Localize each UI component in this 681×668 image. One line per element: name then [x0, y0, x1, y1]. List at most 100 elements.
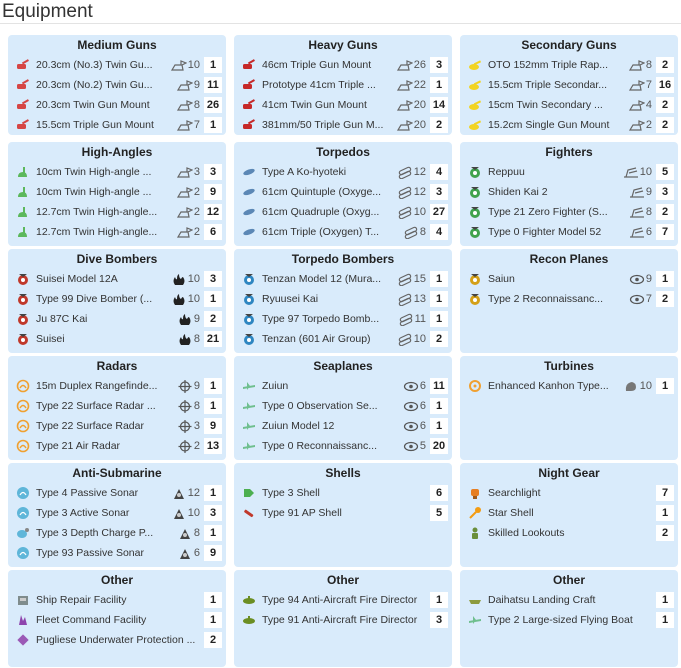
anti-submarine-icon: [177, 527, 193, 540]
panel-fighters: Fighters Reppuu 10 5 Shiden Kai 2 9 3 Type 21 Z…: [460, 142, 678, 246]
equipment-row[interactable]: Type 99 Dive Bomber (... 10 1: [8, 289, 226, 309]
stat-value: 10: [187, 273, 200, 285]
equipment-row[interactable]: 20.3cm (No.3) Twin Gu... 10 1: [8, 55, 226, 75]
equipment-row[interactable]: 61cm Quadruple (Oxyg... 10 27: [234, 202, 452, 222]
stat-value: 20: [413, 119, 426, 131]
equipment-stat: 12: [171, 487, 200, 500]
equipment-row[interactable]: 61cm Quintuple (Oxyge... 12 3: [234, 182, 452, 202]
equipment-row[interactable]: Ju 87C Kai 9 2: [8, 309, 226, 329]
anti-submarine-icon: [177, 547, 193, 560]
stat-value: 12: [413, 166, 426, 178]
equipment-row[interactable]: Searchlight 7: [460, 483, 678, 503]
equipment-row[interactable]: Type 2 Reconnaissanc... 7 2: [460, 289, 678, 309]
equipment-row[interactable]: 15.2cm Single Gun Mount 2 2: [460, 115, 678, 135]
equipment-row[interactable]: Type 4 Passive Sonar 12 1: [8, 483, 226, 503]
anti-air-icon: [623, 166, 639, 179]
equipment-row[interactable]: 15.5cm Triple Gun Mount 7 1: [8, 115, 226, 135]
equipment-row[interactable]: Type 0 Observation Se... 6 1: [234, 396, 452, 416]
equipment-row[interactable]: 10cm Twin High-angle ... 3 3: [8, 162, 226, 182]
equipment-row[interactable]: Star Shell 1: [460, 503, 678, 523]
equipment-row[interactable]: 41cm Twin Gun Mount 20 14: [234, 95, 452, 115]
equipment-row[interactable]: 15m Duplex Rangefinde... 9 1: [8, 376, 226, 396]
equipment-row[interactable]: Type A Ko-hyoteki 12 4: [234, 162, 452, 182]
equipment-row[interactable]: Suisei Model 12A 10 3: [8, 269, 226, 289]
torpedo-stat-icon: [397, 333, 413, 346]
dive-bomber-icon: [16, 292, 30, 306]
equipment-stat: 10: [171, 273, 200, 286]
equipment-name: Ju 87C Kai: [36, 313, 88, 325]
equipment-row[interactable]: Suisei 8 21: [8, 329, 226, 349]
line-of-sight-icon: [403, 380, 419, 393]
equipment-row[interactable]: Type 22 Surface Radar 3 9: [8, 416, 226, 436]
bombing-icon: [177, 333, 193, 346]
equipment-row[interactable]: Type 94 Anti-Aircraft Fire Director 1: [234, 590, 452, 610]
equipment-row[interactable]: Type 21 Zero Fighter (S... 8 2: [460, 202, 678, 222]
equipment-row[interactable]: Ryuusei Kai 13 1: [234, 289, 452, 309]
equipment-name: 20.3cm Twin Gun Mount: [36, 99, 150, 111]
equipment-row[interactable]: 20.3cm Twin Gun Mount 8 26: [8, 95, 226, 115]
medium-gun-icon: [16, 118, 30, 132]
equipment-row[interactable]: Type 0 Reconnaissanc... 5 20: [234, 436, 452, 456]
equipment-row[interactable]: Saiun 9 1: [460, 269, 678, 289]
equipment-row[interactable]: Enhanced Kanhon Type... 10 1: [460, 376, 678, 396]
equipment-name: 10cm Twin High-angle ...: [36, 186, 152, 198]
equipment-name: Pugliese Underwater Protection ...: [36, 634, 196, 646]
equipment-row[interactable]: Ship Repair Facility 1: [8, 590, 226, 610]
secondary-gun-icon: [468, 118, 482, 132]
stat-value: 6: [419, 380, 426, 392]
equipment-row[interactable]: 46cm Triple Gun Mount 26 3: [234, 55, 452, 75]
equipment-row[interactable]: Skilled Lookouts 2: [460, 523, 678, 543]
panel-title: Radars: [96, 359, 138, 373]
equipment-name: Type 2 Large-sized Flying Boat: [488, 614, 633, 626]
turbine-icon: [468, 379, 482, 393]
equipment-row[interactable]: Zuiun 6 11: [234, 376, 452, 396]
equipment-row[interactable]: 12.7cm Twin High-angle... 2 12: [8, 202, 226, 222]
equipment-count: 2: [656, 525, 674, 541]
equipment-count: 1: [430, 311, 448, 327]
panel-torpedos: Torpedos Type A Ko-hyoteki 12 4 61cm Quintup…: [234, 142, 452, 246]
equipment-count: 5: [656, 164, 674, 180]
equipment-row[interactable]: Prototype 41cm Triple ... 22 1: [234, 75, 452, 95]
equipment-row[interactable]: Type 0 Fighter Model 52 6 7: [460, 222, 678, 242]
equipment-row[interactable]: Type 3 Shell 6: [234, 483, 452, 503]
equipment-row[interactable]: 12.7cm Twin High-angle... 2 6: [8, 222, 226, 242]
equipment-row[interactable]: Type 93 Passive Sonar 6 9: [8, 543, 226, 563]
equipment-row[interactable]: Type 21 Air Radar 2 13: [8, 436, 226, 456]
equipment-row[interactable]: Pugliese Underwater Protection ... 2: [8, 630, 226, 650]
equipment-row[interactable]: Type 3 Depth Charge P... 8 1: [8, 523, 226, 543]
equipment-row[interactable]: 20.3cm (No.2) Twin Gu... 9 11: [8, 75, 226, 95]
stat-value: 9: [193, 79, 200, 91]
equipment-row[interactable]: Type 3 Active Sonar 10 3: [8, 503, 226, 523]
equipment-row[interactable]: 15cm Twin Secondary ... 4 2: [460, 95, 678, 115]
equipment-stat: 3: [176, 166, 200, 179]
equipment-row[interactable]: OTO 152mm Triple Rap... 8 2: [460, 55, 678, 75]
equipment-name: Fleet Command Facility: [36, 614, 147, 626]
equipment-row[interactable]: 61cm Triple (Oxygen) T... 8 4: [234, 222, 452, 242]
evasion-icon: [623, 380, 639, 393]
equipment-row[interactable]: Zuiun Model 12 6 1: [234, 416, 452, 436]
equipment-row[interactable]: Type 91 Anti-Aircraft Fire Director 3: [234, 610, 452, 630]
flying-boat-icon: [468, 613, 482, 627]
equipment-name: Ship Repair Facility: [36, 594, 127, 606]
equipment-row[interactable]: Reppuu 10 5: [460, 162, 678, 182]
stat-value: 10: [413, 333, 426, 345]
equipment-row[interactable]: Type 91 AP Shell 5: [234, 503, 452, 523]
bombing-icon: [171, 273, 187, 286]
equipment-row[interactable]: 10cm Twin High-angle ... 2 9: [8, 182, 226, 202]
equipment-stat: 13: [397, 293, 426, 306]
equipment-stat: 2: [176, 206, 200, 219]
equipment-row[interactable]: Type 2 Large-sized Flying Boat 1: [460, 610, 678, 630]
equipment-row[interactable]: Tenzan Model 12 (Mura... 15 1: [234, 269, 452, 289]
medium-gun-icon: [16, 98, 30, 112]
equipment-row[interactable]: 15.5cm Triple Secondar... 7 16: [460, 75, 678, 95]
stat-value: 10: [639, 380, 652, 392]
equipment-row[interactable]: Daihatsu Landing Craft 1: [460, 590, 678, 610]
equipment-row[interactable]: 381mm/50 Triple Gun M... 20 2: [234, 115, 452, 135]
equipment-row[interactable]: Type 22 Surface Radar ... 8 1: [8, 396, 226, 416]
equipment-row[interactable]: Fleet Command Facility 1: [8, 610, 226, 630]
stat-value: 3: [193, 166, 200, 178]
equipment-row[interactable]: Tenzan (601 Air Group) 10 2: [234, 329, 452, 349]
equipment-row[interactable]: Type 97 Torpedo Bomb... 11 1: [234, 309, 452, 329]
accuracy-icon: [177, 439, 193, 453]
